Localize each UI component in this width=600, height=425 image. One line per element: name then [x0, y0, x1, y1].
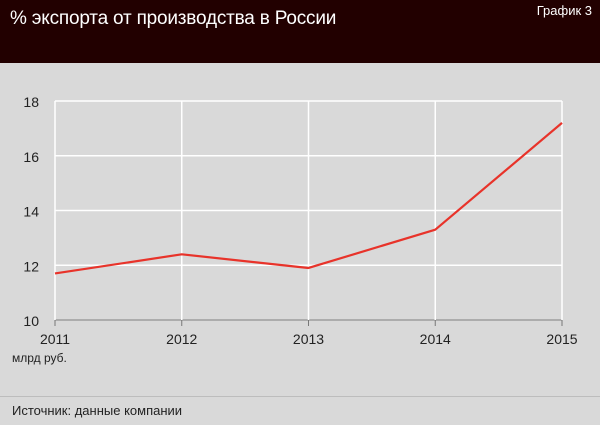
y-tick-label: 18: [23, 94, 39, 110]
x-unit-note: млрд руб.: [12, 351, 67, 365]
chart-header: % экспорта от производства в России Граф…: [0, 0, 600, 63]
y-tick-label: 16: [23, 149, 39, 165]
source-footer: Источник: данные компании: [0, 396, 600, 425]
x-tick-label: 2015: [546, 331, 577, 347]
y-tick-label: 10: [23, 313, 39, 329]
x-tick-label: 2014: [420, 331, 451, 347]
x-tick-label: 2011: [40, 331, 70, 347]
grid-layer: [55, 101, 562, 320]
x-tick-label: 2013: [293, 331, 324, 347]
axis-layer: 10 12 14 16 18 2011 2012 2013 2014 2015 млрд руб.: [12, 94, 578, 365]
source-note: Источник: данные компании: [12, 403, 182, 418]
y-tick-label: 14: [23, 204, 39, 220]
chart-svg: 10 12 14 16 18 2011 2012 2013 2014 2015 млрд руб.: [0, 63, 600, 393]
x-tick-label: 2012: [166, 331, 197, 347]
y-tick-label: 12: [23, 258, 39, 274]
chart-title: % экспорта от производства в России: [10, 8, 336, 30]
line-chart: 10 12 14 16 18 2011 2012 2013 2014 2015 млрд руб.: [0, 63, 600, 393]
figure-number: График 3: [537, 3, 592, 18]
